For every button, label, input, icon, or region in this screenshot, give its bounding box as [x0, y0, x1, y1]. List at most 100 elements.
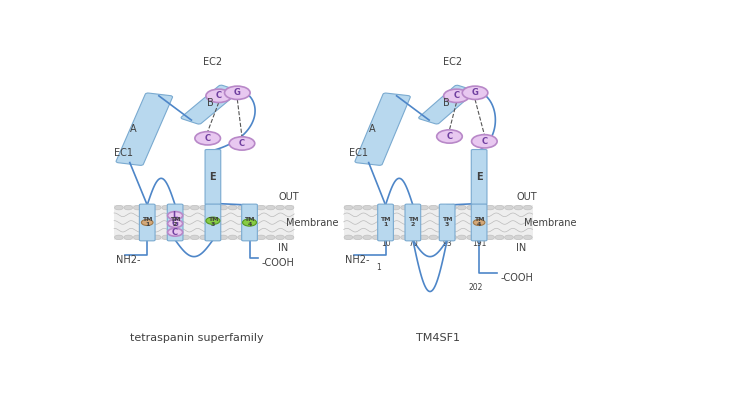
- FancyBboxPatch shape: [242, 204, 257, 241]
- Circle shape: [266, 235, 275, 240]
- Circle shape: [429, 205, 438, 210]
- Text: -COOH: -COOH: [500, 273, 533, 283]
- Circle shape: [419, 235, 428, 240]
- Circle shape: [276, 235, 284, 240]
- Text: C: C: [205, 134, 211, 143]
- Circle shape: [190, 205, 199, 210]
- Text: TM
4: TM 4: [474, 217, 484, 227]
- FancyBboxPatch shape: [181, 85, 239, 124]
- Circle shape: [466, 205, 476, 210]
- Circle shape: [514, 235, 523, 240]
- Circle shape: [524, 205, 532, 210]
- Text: NH2-: NH2-: [116, 255, 140, 265]
- Bar: [344, 205, 532, 240]
- FancyBboxPatch shape: [167, 204, 183, 241]
- Circle shape: [242, 219, 256, 226]
- Text: 202: 202: [469, 283, 483, 292]
- FancyBboxPatch shape: [471, 204, 487, 241]
- Circle shape: [505, 205, 513, 210]
- Circle shape: [400, 235, 410, 240]
- Circle shape: [162, 205, 170, 210]
- Circle shape: [419, 205, 428, 210]
- Circle shape: [439, 235, 447, 240]
- Text: 70: 70: [408, 239, 418, 248]
- Text: 1: 1: [376, 263, 381, 272]
- Circle shape: [448, 235, 457, 240]
- Text: 161: 161: [206, 206, 220, 215]
- Circle shape: [228, 235, 237, 240]
- FancyBboxPatch shape: [116, 93, 172, 165]
- Circle shape: [363, 235, 372, 240]
- Text: EC1: EC1: [349, 149, 368, 158]
- FancyBboxPatch shape: [440, 204, 455, 241]
- Circle shape: [495, 235, 504, 240]
- Circle shape: [209, 205, 218, 210]
- Text: TM4SF1: TM4SF1: [416, 333, 460, 343]
- Circle shape: [436, 130, 462, 143]
- Circle shape: [400, 205, 410, 210]
- Circle shape: [248, 205, 256, 210]
- Circle shape: [444, 89, 470, 102]
- Text: 191: 191: [472, 239, 486, 248]
- Circle shape: [115, 235, 123, 240]
- Circle shape: [472, 135, 497, 148]
- Text: TM
3: TM 3: [442, 217, 452, 227]
- Text: TM
1: TM 1: [380, 217, 391, 227]
- Circle shape: [382, 235, 391, 240]
- Circle shape: [200, 205, 208, 210]
- Text: G: G: [472, 88, 478, 97]
- Circle shape: [124, 235, 133, 240]
- Circle shape: [224, 86, 250, 99]
- Circle shape: [495, 205, 504, 210]
- Circle shape: [373, 235, 381, 240]
- Circle shape: [195, 132, 220, 145]
- Circle shape: [228, 205, 237, 210]
- Circle shape: [143, 235, 152, 240]
- Circle shape: [190, 235, 199, 240]
- Text: A: A: [130, 124, 136, 134]
- Text: Membrane: Membrane: [286, 218, 338, 228]
- Text: 93: 93: [442, 239, 452, 248]
- Circle shape: [167, 219, 183, 227]
- FancyBboxPatch shape: [140, 204, 155, 241]
- Circle shape: [142, 219, 153, 225]
- Circle shape: [181, 235, 190, 240]
- Circle shape: [266, 205, 275, 210]
- Circle shape: [353, 235, 362, 240]
- Text: B: B: [206, 98, 213, 108]
- Circle shape: [172, 235, 180, 240]
- Circle shape: [524, 235, 532, 240]
- Text: 10: 10: [381, 239, 390, 248]
- Text: EC2: EC2: [442, 57, 462, 67]
- Circle shape: [429, 235, 438, 240]
- Circle shape: [172, 205, 180, 210]
- Text: -COOH: -COOH: [261, 258, 294, 268]
- Text: TM
2: TM 2: [170, 217, 180, 227]
- Circle shape: [285, 235, 294, 240]
- Circle shape: [486, 235, 494, 240]
- Text: NH2-: NH2-: [345, 255, 369, 265]
- Circle shape: [238, 205, 247, 210]
- Text: IN: IN: [278, 243, 288, 253]
- Circle shape: [206, 217, 220, 224]
- Circle shape: [373, 205, 381, 210]
- FancyBboxPatch shape: [378, 204, 394, 241]
- Bar: [114, 205, 294, 240]
- Circle shape: [458, 205, 466, 210]
- Circle shape: [353, 205, 362, 210]
- Circle shape: [458, 235, 466, 240]
- Circle shape: [181, 205, 190, 210]
- FancyBboxPatch shape: [205, 149, 220, 204]
- Circle shape: [256, 205, 265, 210]
- Text: TM
1: TM 1: [142, 217, 152, 227]
- Circle shape: [219, 235, 227, 240]
- Circle shape: [462, 86, 488, 99]
- Circle shape: [152, 205, 161, 210]
- Text: C: C: [216, 91, 222, 100]
- Circle shape: [206, 89, 232, 102]
- Circle shape: [486, 205, 494, 210]
- Circle shape: [473, 219, 485, 225]
- Text: C: C: [454, 91, 460, 100]
- Circle shape: [200, 235, 208, 240]
- Text: L: L: [172, 211, 178, 220]
